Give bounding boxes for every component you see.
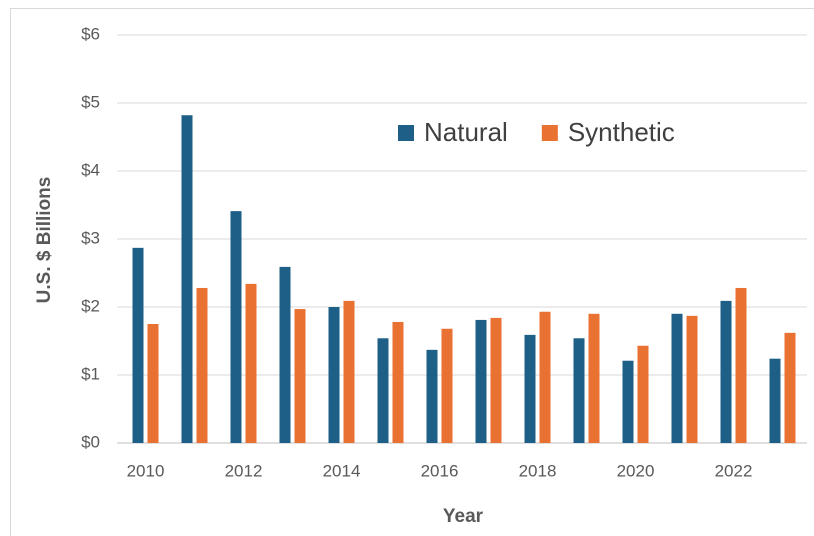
bar bbox=[441, 328, 453, 443]
y-tick-label: $2 bbox=[81, 296, 100, 315]
bar bbox=[328, 307, 340, 443]
bar bbox=[588, 313, 600, 443]
bar bbox=[671, 313, 683, 443]
y-tick-label: $0 bbox=[81, 432, 100, 451]
x-tick-label: 2010 bbox=[127, 461, 165, 480]
y-tick-label: $6 bbox=[81, 24, 100, 43]
x-tick-label: 2022 bbox=[715, 461, 753, 480]
legend-text: Natural bbox=[424, 117, 508, 147]
bar bbox=[147, 324, 159, 443]
x-axis-title: Year bbox=[443, 506, 484, 527]
bar bbox=[735, 287, 747, 443]
bar bbox=[279, 266, 291, 443]
bar bbox=[132, 247, 144, 443]
bar bbox=[475, 319, 487, 443]
y-axis-title: U.S. $ Billions bbox=[34, 177, 55, 304]
bar bbox=[573, 338, 585, 443]
legend-swatch bbox=[398, 125, 414, 141]
bar bbox=[426, 349, 438, 443]
y-tick-label: $3 bbox=[81, 228, 100, 247]
bar bbox=[294, 309, 306, 443]
bar bbox=[622, 360, 634, 443]
x-tick-label: 2018 bbox=[519, 461, 557, 480]
bar bbox=[392, 321, 404, 443]
x-tick-label: 2014 bbox=[323, 461, 361, 480]
bar bbox=[784, 332, 796, 443]
x-tick-label: 2012 bbox=[225, 461, 263, 480]
bar bbox=[769, 358, 781, 443]
bar bbox=[230, 211, 242, 443]
y-tick-label: $1 bbox=[81, 364, 100, 383]
bar bbox=[524, 334, 536, 443]
bar bbox=[539, 311, 551, 443]
bar bbox=[196, 287, 208, 443]
legend-swatch bbox=[541, 125, 558, 141]
chart-border bbox=[10, 8, 814, 536]
bar bbox=[377, 338, 389, 443]
x-tick-label: 2020 bbox=[617, 461, 655, 480]
bar bbox=[181, 115, 193, 444]
bar bbox=[637, 345, 649, 443]
bar bbox=[343, 300, 355, 443]
bar bbox=[245, 283, 257, 443]
bar bbox=[720, 300, 732, 443]
x-tick-label: 2016 bbox=[421, 461, 459, 480]
bar bbox=[490, 317, 502, 443]
bar bbox=[686, 315, 698, 443]
y-tick-label: $4 bbox=[81, 160, 100, 179]
y-tick-label: $5 bbox=[81, 92, 100, 111]
legend-text: Synthetic bbox=[568, 117, 675, 147]
